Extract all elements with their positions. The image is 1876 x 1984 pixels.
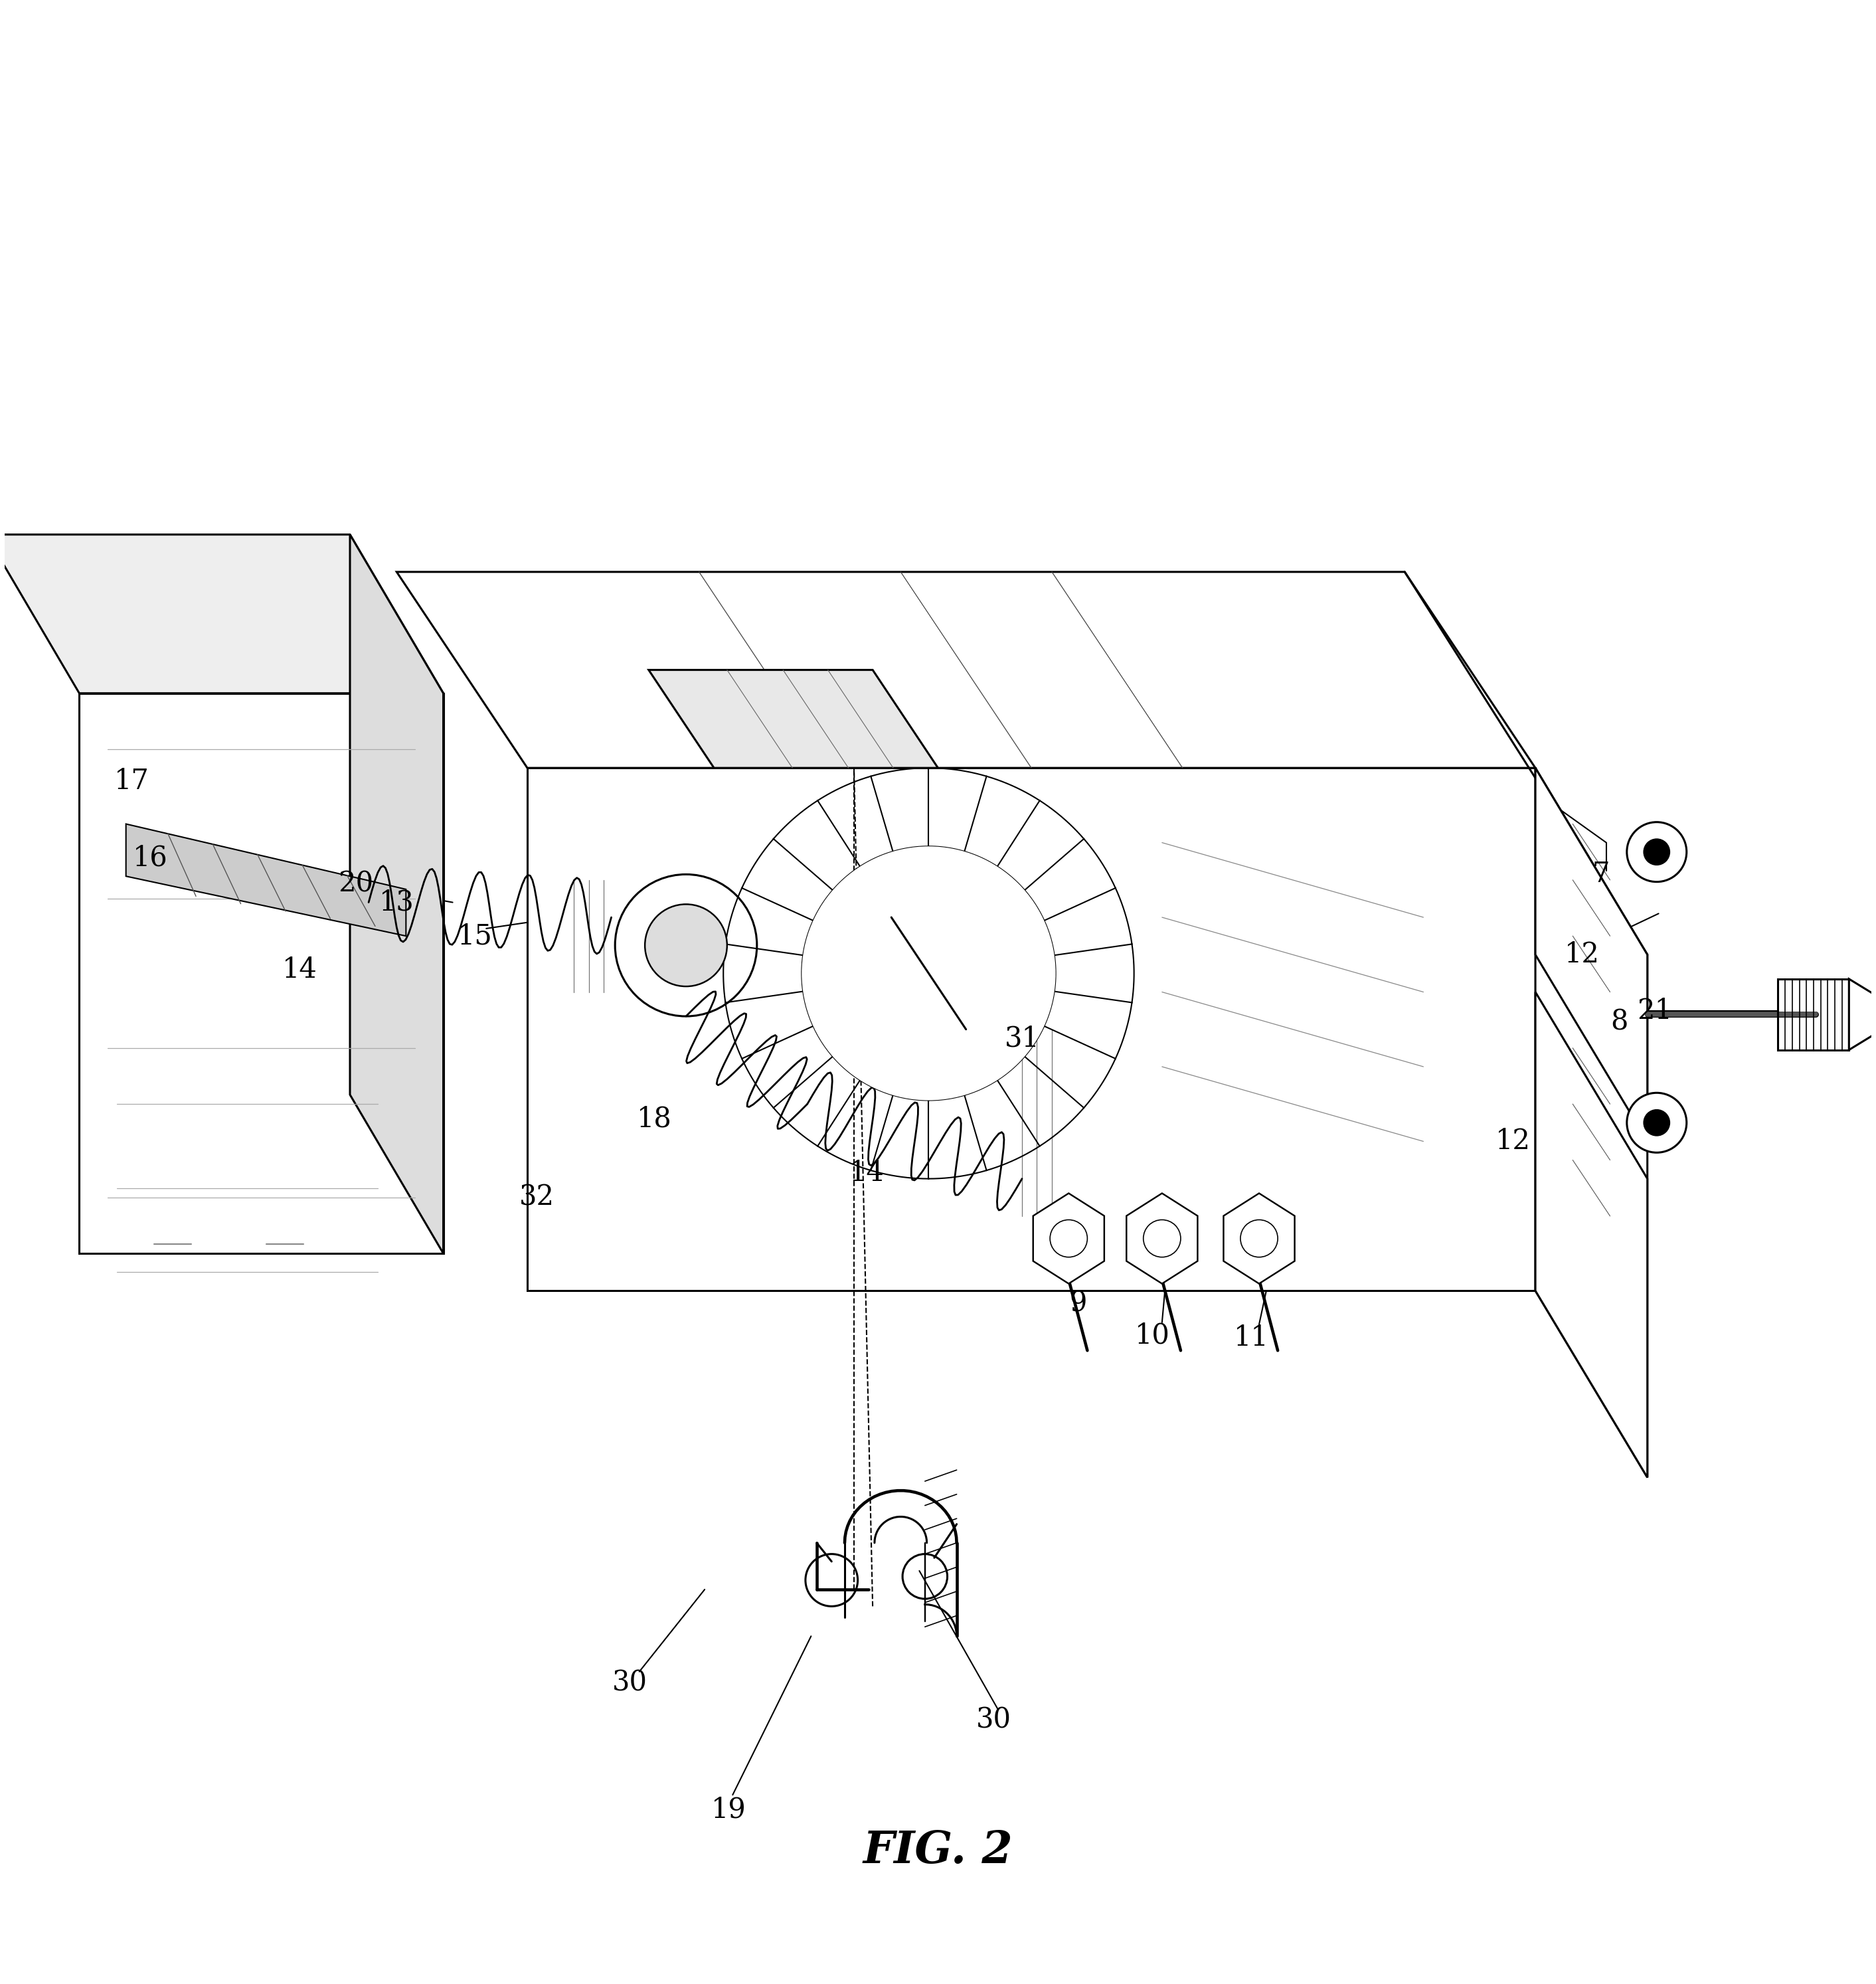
Text: 15: 15 [458, 923, 493, 950]
Polygon shape [1850, 978, 1876, 1050]
Polygon shape [1535, 768, 1647, 1141]
Text: 20: 20 [338, 869, 373, 897]
Text: 12: 12 [1565, 940, 1600, 968]
Text: 19: 19 [711, 1796, 747, 1823]
Text: 14: 14 [281, 956, 317, 984]
Text: 16: 16 [133, 843, 167, 871]
Circle shape [615, 875, 756, 1016]
Polygon shape [1535, 768, 1647, 1478]
Circle shape [1643, 1109, 1670, 1135]
Circle shape [1051, 1220, 1088, 1258]
Polygon shape [126, 823, 405, 936]
Circle shape [801, 847, 1056, 1101]
Text: 10: 10 [1135, 1321, 1171, 1349]
Text: 13: 13 [379, 889, 415, 917]
Text: 31: 31 [1004, 1024, 1039, 1054]
Polygon shape [1126, 1192, 1197, 1284]
Circle shape [1142, 1220, 1180, 1258]
Text: 7: 7 [1593, 861, 1610, 889]
Polygon shape [1223, 1192, 1294, 1284]
Text: 30: 30 [612, 1669, 647, 1696]
Polygon shape [1034, 1192, 1105, 1284]
Text: 18: 18 [636, 1105, 672, 1133]
Bar [1778, 978, 1850, 1050]
Text: 30: 30 [976, 1706, 1011, 1734]
Polygon shape [351, 534, 443, 1254]
Text: 11: 11 [1234, 1323, 1270, 1351]
Text: 14: 14 [850, 1159, 885, 1186]
Circle shape [1626, 821, 1687, 881]
Text: 12: 12 [1495, 1127, 1531, 1155]
Polygon shape [79, 692, 443, 1254]
Circle shape [1643, 839, 1670, 865]
Polygon shape [527, 768, 1535, 1292]
Text: 9: 9 [1069, 1290, 1086, 1317]
Polygon shape [649, 671, 938, 768]
Text: 17: 17 [114, 768, 148, 796]
Circle shape [1626, 1093, 1687, 1153]
Polygon shape [0, 534, 443, 692]
Polygon shape [396, 571, 1535, 768]
Text: 21: 21 [1638, 996, 1672, 1024]
Text: 32: 32 [520, 1182, 553, 1212]
Circle shape [645, 905, 728, 986]
Text: 8: 8 [1611, 1008, 1628, 1036]
Polygon shape [1535, 992, 1647, 1478]
Text: FIG. 2: FIG. 2 [863, 1829, 1013, 1873]
Circle shape [1240, 1220, 1278, 1258]
